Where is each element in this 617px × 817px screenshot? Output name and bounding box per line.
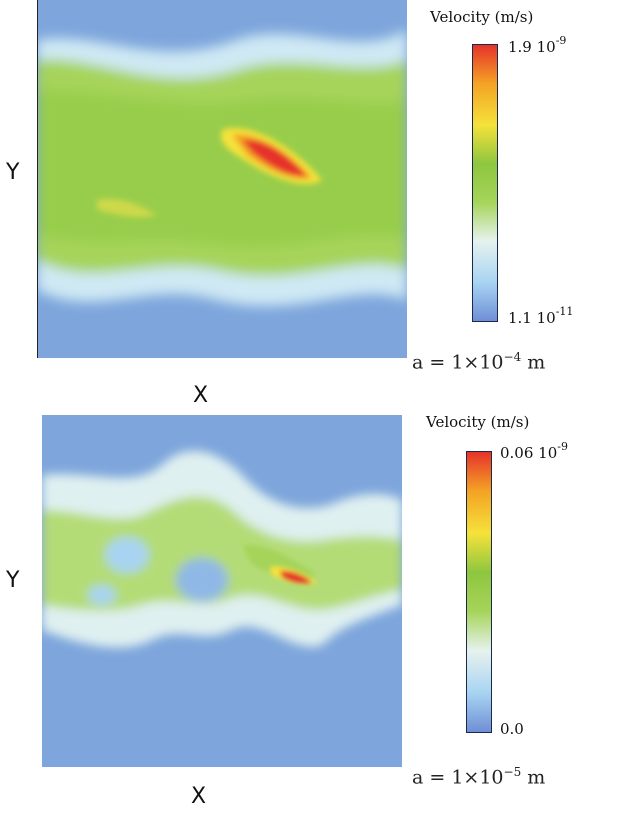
colorbar-max-label-bottom: 0.06 10-9 xyxy=(500,440,568,462)
y-axis-label-top: Y xyxy=(6,160,20,185)
x-axis-label-top: X xyxy=(193,383,209,408)
colorbar-title-top: Velocity (m/s) xyxy=(430,8,534,26)
colorbar-title-bottom: Velocity (m/s) xyxy=(426,413,530,431)
colorbar-max-label-top: 1.9 10-9 xyxy=(508,34,567,56)
colorbar-min-label-bottom: 0.0 xyxy=(500,720,524,738)
colorbar-top xyxy=(472,44,498,322)
velocity-field-bottom xyxy=(42,415,402,767)
colorbar-bottom xyxy=(466,451,492,733)
velocity-field-top xyxy=(37,0,407,358)
velocity-panel-top: Y X Velocity (m/s) 1.9 10-9 1.1 10-11 a … xyxy=(6,0,574,408)
y-axis-label-bottom: Y xyxy=(6,568,20,593)
length-scale-label-top: a = 1×10−4 m xyxy=(412,350,546,374)
length-scale-label-bottom: a = 1×10−5 m xyxy=(412,765,546,789)
colorbar-min-label-top: 1.1 10-11 xyxy=(508,305,574,327)
x-axis-label-bottom: X xyxy=(191,784,207,809)
velocity-panel-bottom: Y X Velocity (m/s) 0.06 10-9 0.0 a = 1×1… xyxy=(0,405,617,817)
